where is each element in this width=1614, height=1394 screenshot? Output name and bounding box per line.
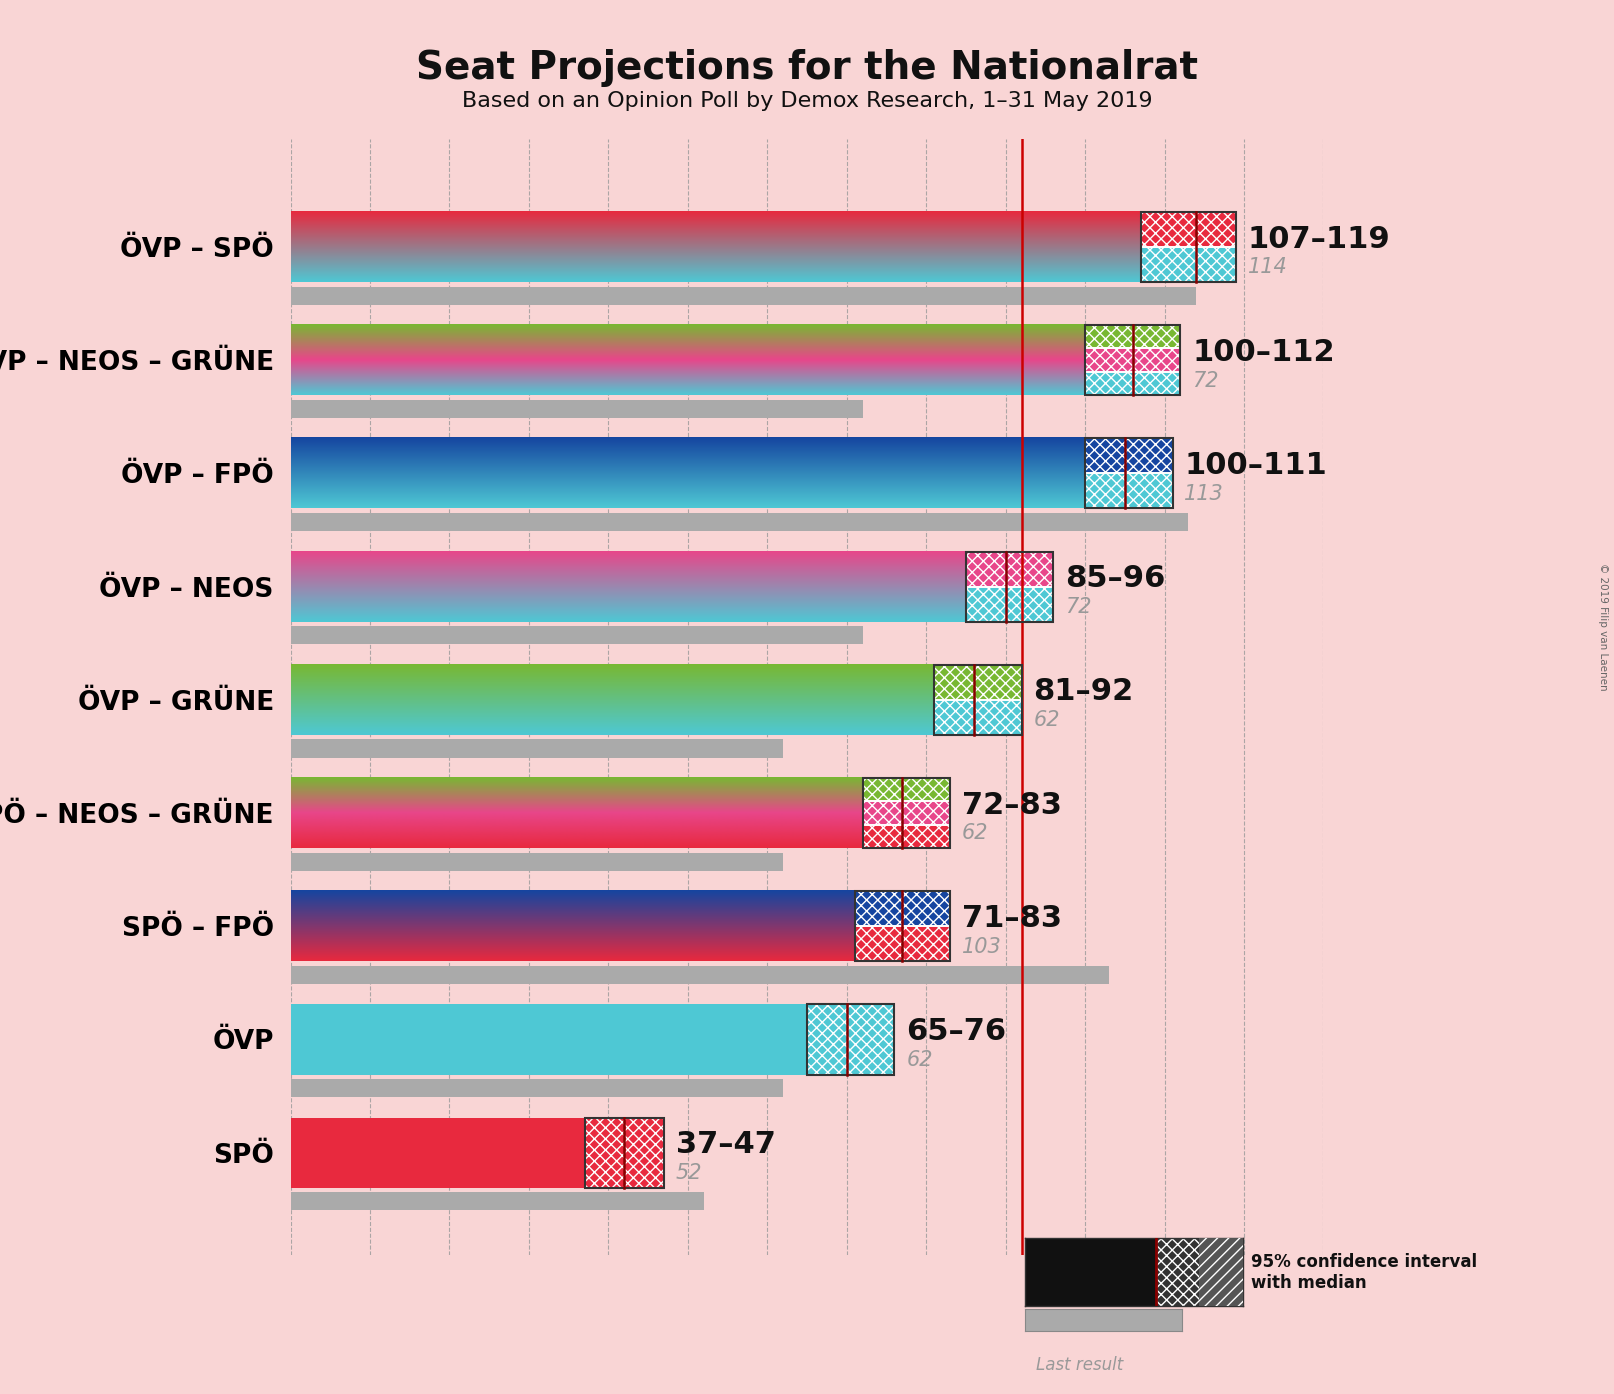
Text: 62: 62 — [1033, 710, 1060, 730]
Bar — [862, 778, 951, 802]
Bar — [935, 700, 1022, 735]
Text: 114: 114 — [1248, 258, 1288, 277]
Bar — [1141, 247, 1236, 282]
Bar — [1199, 1238, 1243, 1306]
Text: 100–112: 100–112 — [1193, 337, 1335, 367]
Bar — [291, 400, 862, 418]
Bar — [862, 778, 951, 848]
Bar — [1141, 212, 1236, 247]
Text: 62: 62 — [962, 824, 988, 843]
Bar — [862, 825, 951, 848]
Text: 113: 113 — [1185, 484, 1223, 503]
Bar — [291, 966, 1109, 984]
Text: 72: 72 — [1065, 597, 1091, 618]
Bar — [862, 802, 951, 825]
Bar — [862, 825, 951, 848]
Bar — [1156, 1238, 1243, 1306]
Bar — [855, 891, 951, 926]
Bar — [291, 1192, 704, 1210]
Text: Seat Projections for the Nationalrat: Seat Projections for the Nationalrat — [416, 49, 1198, 86]
Bar — [935, 665, 1022, 700]
Text: 107–119: 107–119 — [1248, 224, 1391, 254]
Bar — [1085, 438, 1172, 474]
Bar — [855, 891, 951, 962]
Bar — [1085, 325, 1180, 348]
Bar — [1141, 212, 1236, 282]
Bar — [291, 287, 1196, 305]
Bar — [855, 926, 951, 962]
Bar — [965, 587, 1054, 622]
Bar — [584, 1118, 663, 1188]
Text: 85–96: 85–96 — [1065, 565, 1165, 594]
Bar — [291, 1005, 807, 1075]
Text: Last result: Last result — [1036, 1356, 1123, 1374]
Bar — [1085, 372, 1180, 396]
Text: 72–83: 72–83 — [962, 790, 1062, 820]
Bar — [1085, 348, 1180, 372]
Bar — [862, 778, 951, 802]
Bar — [1085, 325, 1180, 396]
Text: © 2019 Filip van Laenen: © 2019 Filip van Laenen — [1598, 563, 1608, 691]
Text: 95% confidence interval
with median: 95% confidence interval with median — [1251, 1253, 1477, 1292]
Bar — [1085, 372, 1180, 396]
Bar — [1141, 247, 1236, 282]
Bar — [291, 739, 783, 757]
Bar — [584, 1118, 663, 1188]
Bar — [807, 1005, 894, 1075]
Bar — [965, 552, 1054, 587]
Bar — [1085, 348, 1180, 372]
Text: Based on an Opinion Poll by Demox Research, 1–31 May 2019: Based on an Opinion Poll by Demox Resear… — [462, 91, 1152, 110]
Bar — [291, 1118, 584, 1188]
Bar — [1085, 474, 1172, 509]
Bar — [291, 626, 862, 644]
Text: 103: 103 — [962, 937, 1002, 956]
Text: 62: 62 — [907, 1050, 933, 1069]
Bar — [935, 665, 1022, 700]
Bar — [807, 1005, 894, 1075]
Bar — [1085, 325, 1180, 348]
Bar — [935, 665, 1022, 735]
Bar — [855, 891, 951, 926]
Bar — [1085, 438, 1172, 509]
Text: 37–47: 37–47 — [676, 1131, 776, 1160]
Text: 65–76: 65–76 — [907, 1018, 1007, 1046]
Bar — [1085, 474, 1172, 509]
Bar — [584, 1118, 663, 1188]
Bar — [965, 587, 1054, 622]
Bar — [862, 802, 951, 825]
Bar — [291, 853, 783, 871]
Bar — [1085, 438, 1172, 474]
Text: 100–111: 100–111 — [1185, 452, 1327, 480]
Text: 81–92: 81–92 — [1033, 677, 1133, 707]
Bar — [291, 1079, 783, 1097]
Text: 52: 52 — [676, 1163, 702, 1184]
Bar — [855, 926, 951, 962]
Bar — [965, 552, 1054, 587]
Bar — [1141, 212, 1236, 247]
Text: 72: 72 — [1193, 371, 1219, 390]
Bar — [935, 700, 1022, 735]
Bar — [291, 513, 1188, 531]
Bar — [807, 1005, 894, 1075]
Bar — [965, 552, 1054, 622]
Text: 71–83: 71–83 — [962, 903, 1062, 933]
